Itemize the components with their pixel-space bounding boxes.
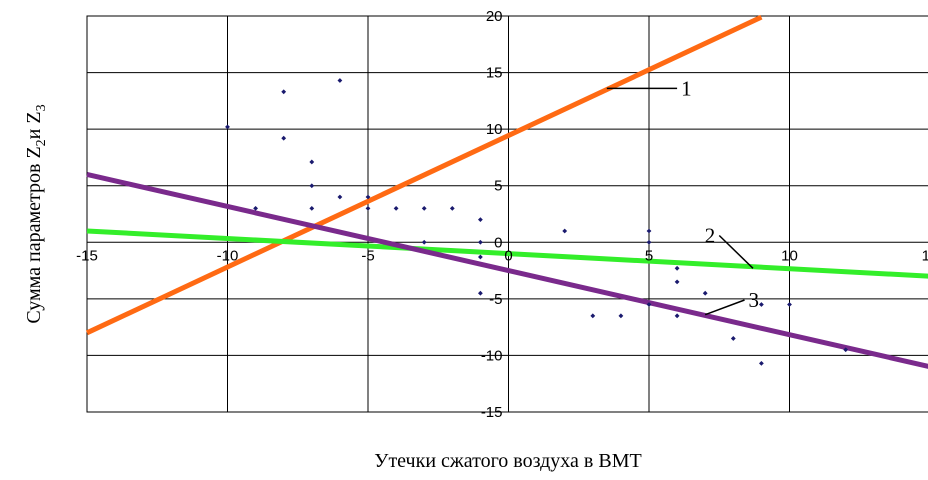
line-callouts: 1 2 3 bbox=[606, 76, 760, 316]
data-point bbox=[449, 205, 455, 211]
grid bbox=[87, 16, 928, 412]
x-tick-label: -10 bbox=[217, 247, 239, 264]
data-point bbox=[478, 239, 483, 245]
plot-area bbox=[86, 15, 928, 413]
data-point bbox=[590, 313, 596, 319]
y-axis-title-sub1: 2 bbox=[34, 139, 49, 146]
x-tick-label: -15 bbox=[76, 247, 98, 264]
y-tick-label: 5 bbox=[494, 178, 502, 195]
y-tick-label: 15 bbox=[486, 65, 503, 82]
data-point bbox=[674, 313, 680, 319]
data-point bbox=[730, 336, 736, 341]
data-point bbox=[421, 205, 427, 211]
data-point bbox=[674, 279, 680, 285]
data-point bbox=[309, 205, 315, 211]
y-tick-label: 0 bbox=[494, 234, 502, 251]
callout-leader-3 bbox=[704, 299, 745, 316]
callout-label-3: 3 bbox=[749, 288, 760, 312]
data-point bbox=[702, 290, 708, 296]
y-axis-title-mid: и Z bbox=[23, 111, 45, 139]
data-point bbox=[759, 302, 764, 307]
data-point bbox=[225, 124, 230, 130]
data-point bbox=[421, 239, 427, 245]
data-point bbox=[646, 228, 652, 234]
callout-label-2: 2 bbox=[705, 223, 716, 247]
data-point bbox=[337, 194, 343, 200]
data-point bbox=[478, 217, 483, 223]
data-point bbox=[787, 302, 792, 307]
data-point bbox=[365, 205, 371, 211]
callout-leader-2 bbox=[718, 234, 754, 269]
data-point bbox=[337, 78, 343, 83]
data-point bbox=[393, 205, 399, 211]
data-point bbox=[281, 135, 287, 141]
data-point bbox=[646, 302, 652, 307]
data-point bbox=[562, 228, 568, 234]
data-point bbox=[309, 183, 315, 189]
y-axis-title: Сумма параметров Z2и Z3 bbox=[23, 104, 49, 323]
y-tick-label: -15 bbox=[481, 404, 503, 421]
data-point bbox=[674, 265, 680, 271]
data-point bbox=[253, 205, 258, 211]
x-tick-label: 5 bbox=[645, 247, 653, 264]
tick-labels: -15 -10 -5 0 5 10 15 -15 -10 -5 0 5 10 15 20 bbox=[76, 8, 928, 421]
trend-line-1 bbox=[85, 14, 763, 336]
trend-line-3 bbox=[86, 171, 928, 369]
y-axis-title-sub2: 3 bbox=[34, 104, 49, 111]
data-point bbox=[281, 89, 287, 95]
y-tick-label: 10 bbox=[486, 121, 503, 138]
data-points bbox=[225, 78, 849, 366]
x-tick-label: 0 bbox=[504, 247, 512, 264]
y-tick-label: -5 bbox=[489, 291, 502, 308]
callout-label-1: 1 bbox=[681, 76, 692, 100]
data-point bbox=[646, 239, 652, 245]
y-tick-label: -10 bbox=[481, 347, 503, 364]
trend-lines bbox=[85, 14, 928, 369]
data-point bbox=[843, 347, 849, 353]
y-axis-title-main: Сумма параметров Z bbox=[23, 146, 45, 323]
data-point bbox=[618, 313, 624, 319]
x-axis-title: Утечки сжатого воздуха в ВМТ bbox=[374, 450, 641, 472]
data-point bbox=[309, 159, 315, 165]
x-tick-label: -5 bbox=[361, 247, 374, 264]
data-point bbox=[478, 254, 483, 260]
data-point bbox=[365, 194, 371, 200]
data-point bbox=[478, 290, 483, 296]
y-tick-label: 20 bbox=[486, 8, 503, 25]
data-point bbox=[759, 360, 764, 366]
trend-line-2 bbox=[86, 228, 928, 279]
x-tick-label: 15 bbox=[922, 247, 928, 264]
x-tick-label: 10 bbox=[781, 247, 798, 264]
